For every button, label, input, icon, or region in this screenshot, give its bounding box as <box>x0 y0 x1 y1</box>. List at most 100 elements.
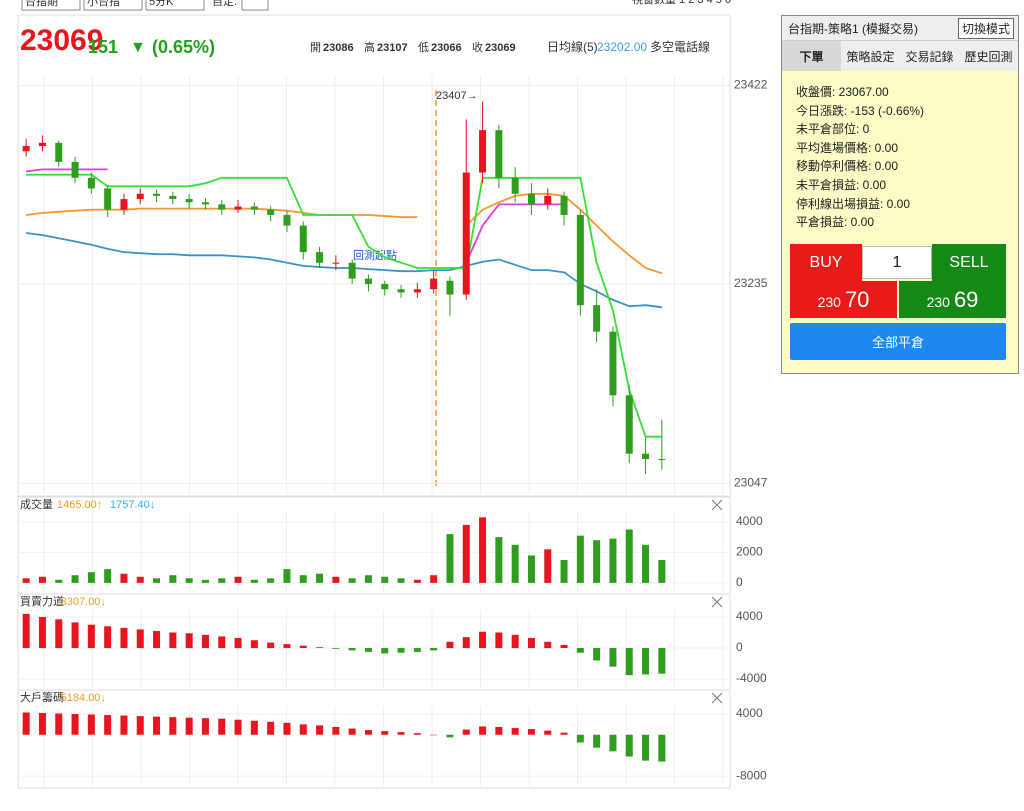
bar <box>413 648 421 652</box>
candle-body <box>316 252 324 263</box>
tab[interactable]: 交易記錄 <box>905 49 954 64</box>
price-head: 230 <box>926 294 950 310</box>
bar <box>593 648 601 661</box>
qty-input[interactable]: 1 <box>862 246 932 279</box>
bar <box>446 734 454 738</box>
bar <box>299 645 307 649</box>
panel-title: 買賣力道 <box>20 594 64 608</box>
candle-body <box>267 209 275 215</box>
candle-body <box>348 262 356 279</box>
candle-body <box>511 177 519 194</box>
custom-label: 自定: <box>212 0 237 8</box>
bar <box>527 637 535 649</box>
info-line: 未平倉損益: 0.00 <box>796 177 887 192</box>
candle-body <box>413 289 421 293</box>
bar <box>658 734 666 762</box>
ohlc-label: 低 <box>418 41 429 54</box>
bar <box>316 573 324 583</box>
window-count: 視窗數量 1 2 3 4 5 6 <box>632 0 731 6</box>
bar <box>560 644 568 649</box>
bar <box>234 719 242 735</box>
bar <box>104 569 112 583</box>
tab[interactable]: 歷史回測 <box>964 49 1013 64</box>
ma-line <box>26 173 662 438</box>
y-tick-label: 4000 <box>736 706 763 720</box>
tab[interactable]: 下單 <box>782 41 841 71</box>
y-tick-label: 23235 <box>734 276 768 290</box>
day-high-label: 23407→ <box>436 90 478 102</box>
bar <box>430 575 438 583</box>
price-tail: 70 <box>844 287 870 312</box>
bar <box>593 540 601 583</box>
candle-body <box>87 177 95 189</box>
candle-body <box>658 458 666 461</box>
bar <box>55 713 63 735</box>
bar <box>87 714 95 735</box>
bar <box>364 730 372 735</box>
candle-body <box>430 278 438 290</box>
bar <box>71 622 79 649</box>
candle-body <box>495 130 503 178</box>
bar <box>348 728 356 735</box>
change: 151 <box>88 37 118 57</box>
bar <box>527 555 535 583</box>
bar <box>250 640 258 649</box>
select[interactable] <box>21 0 81 11</box>
panel-value: 1757.40↓ <box>110 499 155 511</box>
close-icon <box>711 499 723 511</box>
select[interactable] <box>83 0 143 11</box>
ohlc-value: 23066 <box>431 42 462 54</box>
bar <box>185 717 193 735</box>
ohlc-value: 23107 <box>377 42 408 54</box>
bar <box>136 576 144 583</box>
buy-price[interactable]: 230 70 <box>790 281 897 318</box>
candle-body <box>201 202 209 205</box>
candle-body <box>169 195 177 200</box>
select-label: 小台指 <box>87 0 120 8</box>
bar <box>560 732 568 735</box>
bar <box>462 524 470 583</box>
switch-button[interactable]: 切換模式 <box>957 17 1014 39</box>
bar <box>332 726 340 735</box>
ma-value: 23202.00 <box>597 40 647 54</box>
bar <box>348 578 356 583</box>
panel-value: 1465.00↑ <box>57 499 102 511</box>
bar <box>495 726 503 735</box>
y-tick-label: 0 <box>736 640 743 654</box>
last-price: 23069 <box>20 24 103 57</box>
close-all-button[interactable]: 全部平倉 <box>790 323 1006 360</box>
ohlc-label: 開 <box>310 41 321 54</box>
bar <box>104 715 112 735</box>
candle-body <box>153 193 161 196</box>
bar <box>153 630 161 649</box>
candle-body <box>576 214 584 306</box>
bar <box>364 575 372 583</box>
bar <box>364 648 372 652</box>
bar <box>185 578 193 583</box>
bar <box>169 632 177 649</box>
bar <box>87 572 95 583</box>
y-tick-label: 23047 <box>734 476 768 490</box>
bar <box>511 634 519 649</box>
info-line: 今日漲跌: -153 (-0.66%) <box>796 103 925 118</box>
tabs: 下單 策略設定 交易記錄 歷史回測 <box>782 41 1018 71</box>
bar <box>185 633 193 649</box>
select[interactable] <box>145 0 205 11</box>
y-tick-label: -4000 <box>736 671 767 685</box>
indicator: 多空電話線 <box>650 39 710 54</box>
candle-body <box>22 146 30 152</box>
y-tick-label: 4000 <box>736 609 763 623</box>
candle-body <box>381 283 389 290</box>
buy-button[interactable]: BUY <box>790 244 862 281</box>
sell-button[interactable]: SELL <box>932 244 1006 281</box>
custom-input[interactable] <box>241 0 269 11</box>
bar <box>153 578 161 583</box>
bar <box>201 718 209 735</box>
sell-price[interactable]: 230 69 <box>899 281 1006 318</box>
bar <box>22 712 30 735</box>
panel-title: 台指期-策略1 (模擬交易) <box>788 21 918 36</box>
tab[interactable]: 策略設定 <box>846 49 895 64</box>
order-panel: 台指期-策略1 (模擬交易) 切換模式 下單 策略設定 交易記錄 歷史回測 收盤… <box>781 15 1019 374</box>
bar <box>495 632 503 649</box>
